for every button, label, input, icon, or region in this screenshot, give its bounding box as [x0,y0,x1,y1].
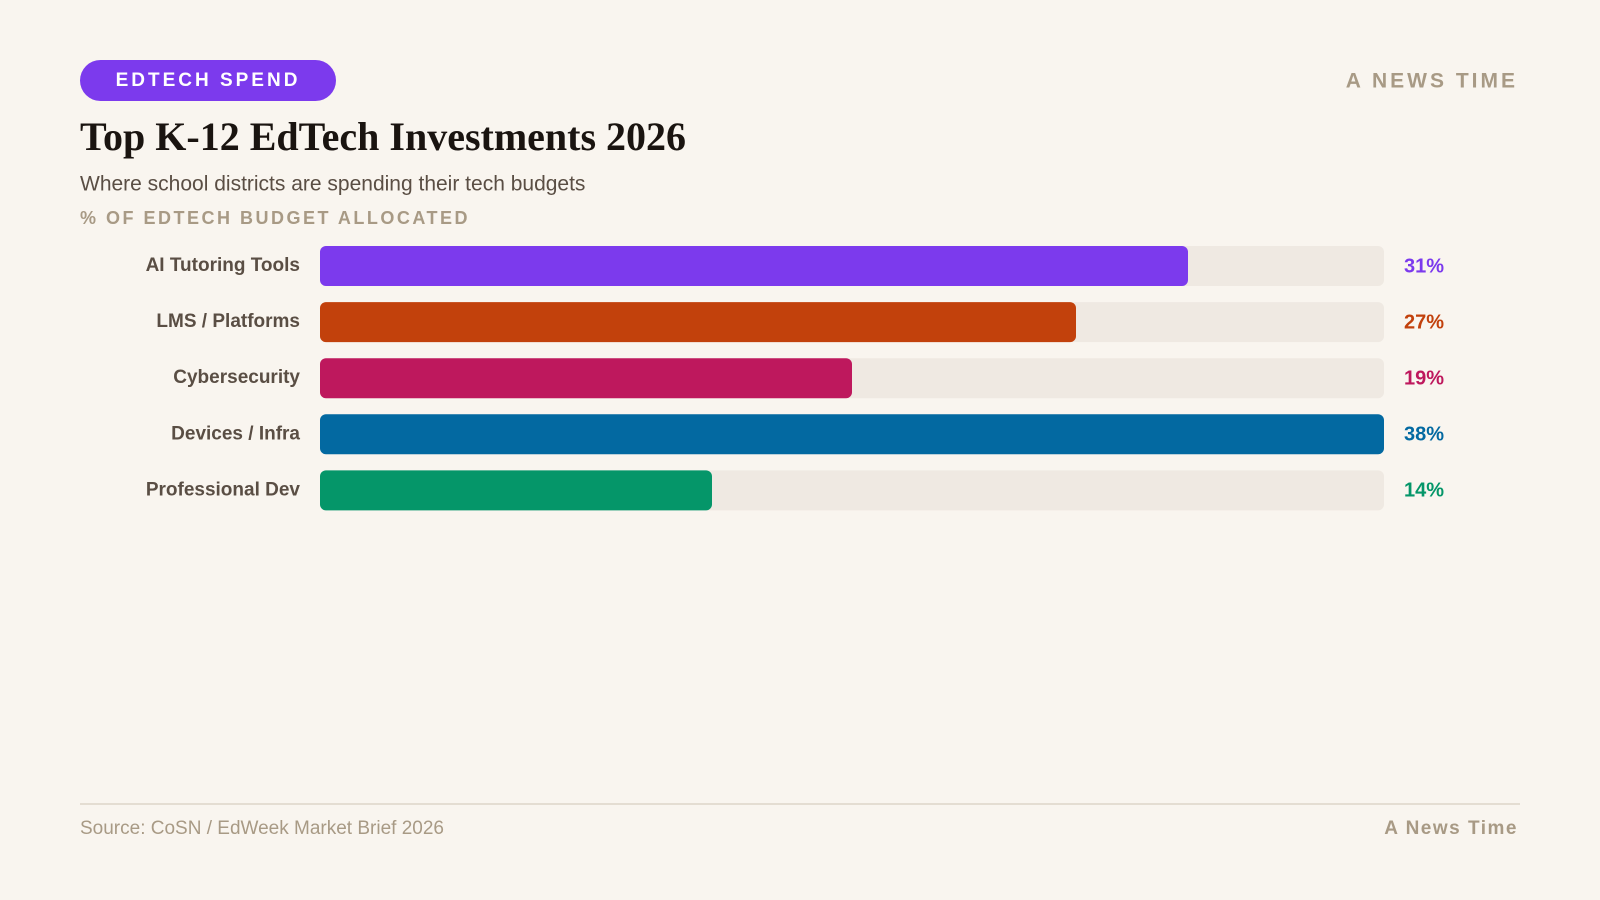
value-label: 38% [1404,424,1444,446]
category-label: Cybersecurity [173,367,300,388]
bar [320,358,852,399]
bar [320,470,712,511]
category-label: LMS / Platforms [156,311,300,332]
source: Source: CoSN / EdWeek Market Brief 2026 [80,818,444,839]
badge: EDTECH SPEND [116,70,301,91]
axis-label: % OF EDTECH BUDGET ALLOCATED [80,208,470,228]
category-label: Professional Dev [146,479,301,500]
value-label: 14% [1404,480,1444,502]
bar [320,302,1076,343]
chart-subtitle: Where school districts are spending thei… [80,173,585,196]
bar [320,246,1188,286]
chart-title: Top K-12 EdTech Investments 2026 [80,114,686,159]
category-label: Devices / Infra [171,423,300,444]
value-label: 19% [1404,367,1444,389]
category-label: AI Tutoring Tools [146,255,300,276]
value-label: 31% [1404,255,1444,277]
brand: A NEWS TIME [1346,70,1518,93]
value-label: 27% [1404,311,1444,333]
badge-pill [80,60,336,101]
footer-brand: A News Time [1384,818,1518,839]
bar [320,414,1384,455]
